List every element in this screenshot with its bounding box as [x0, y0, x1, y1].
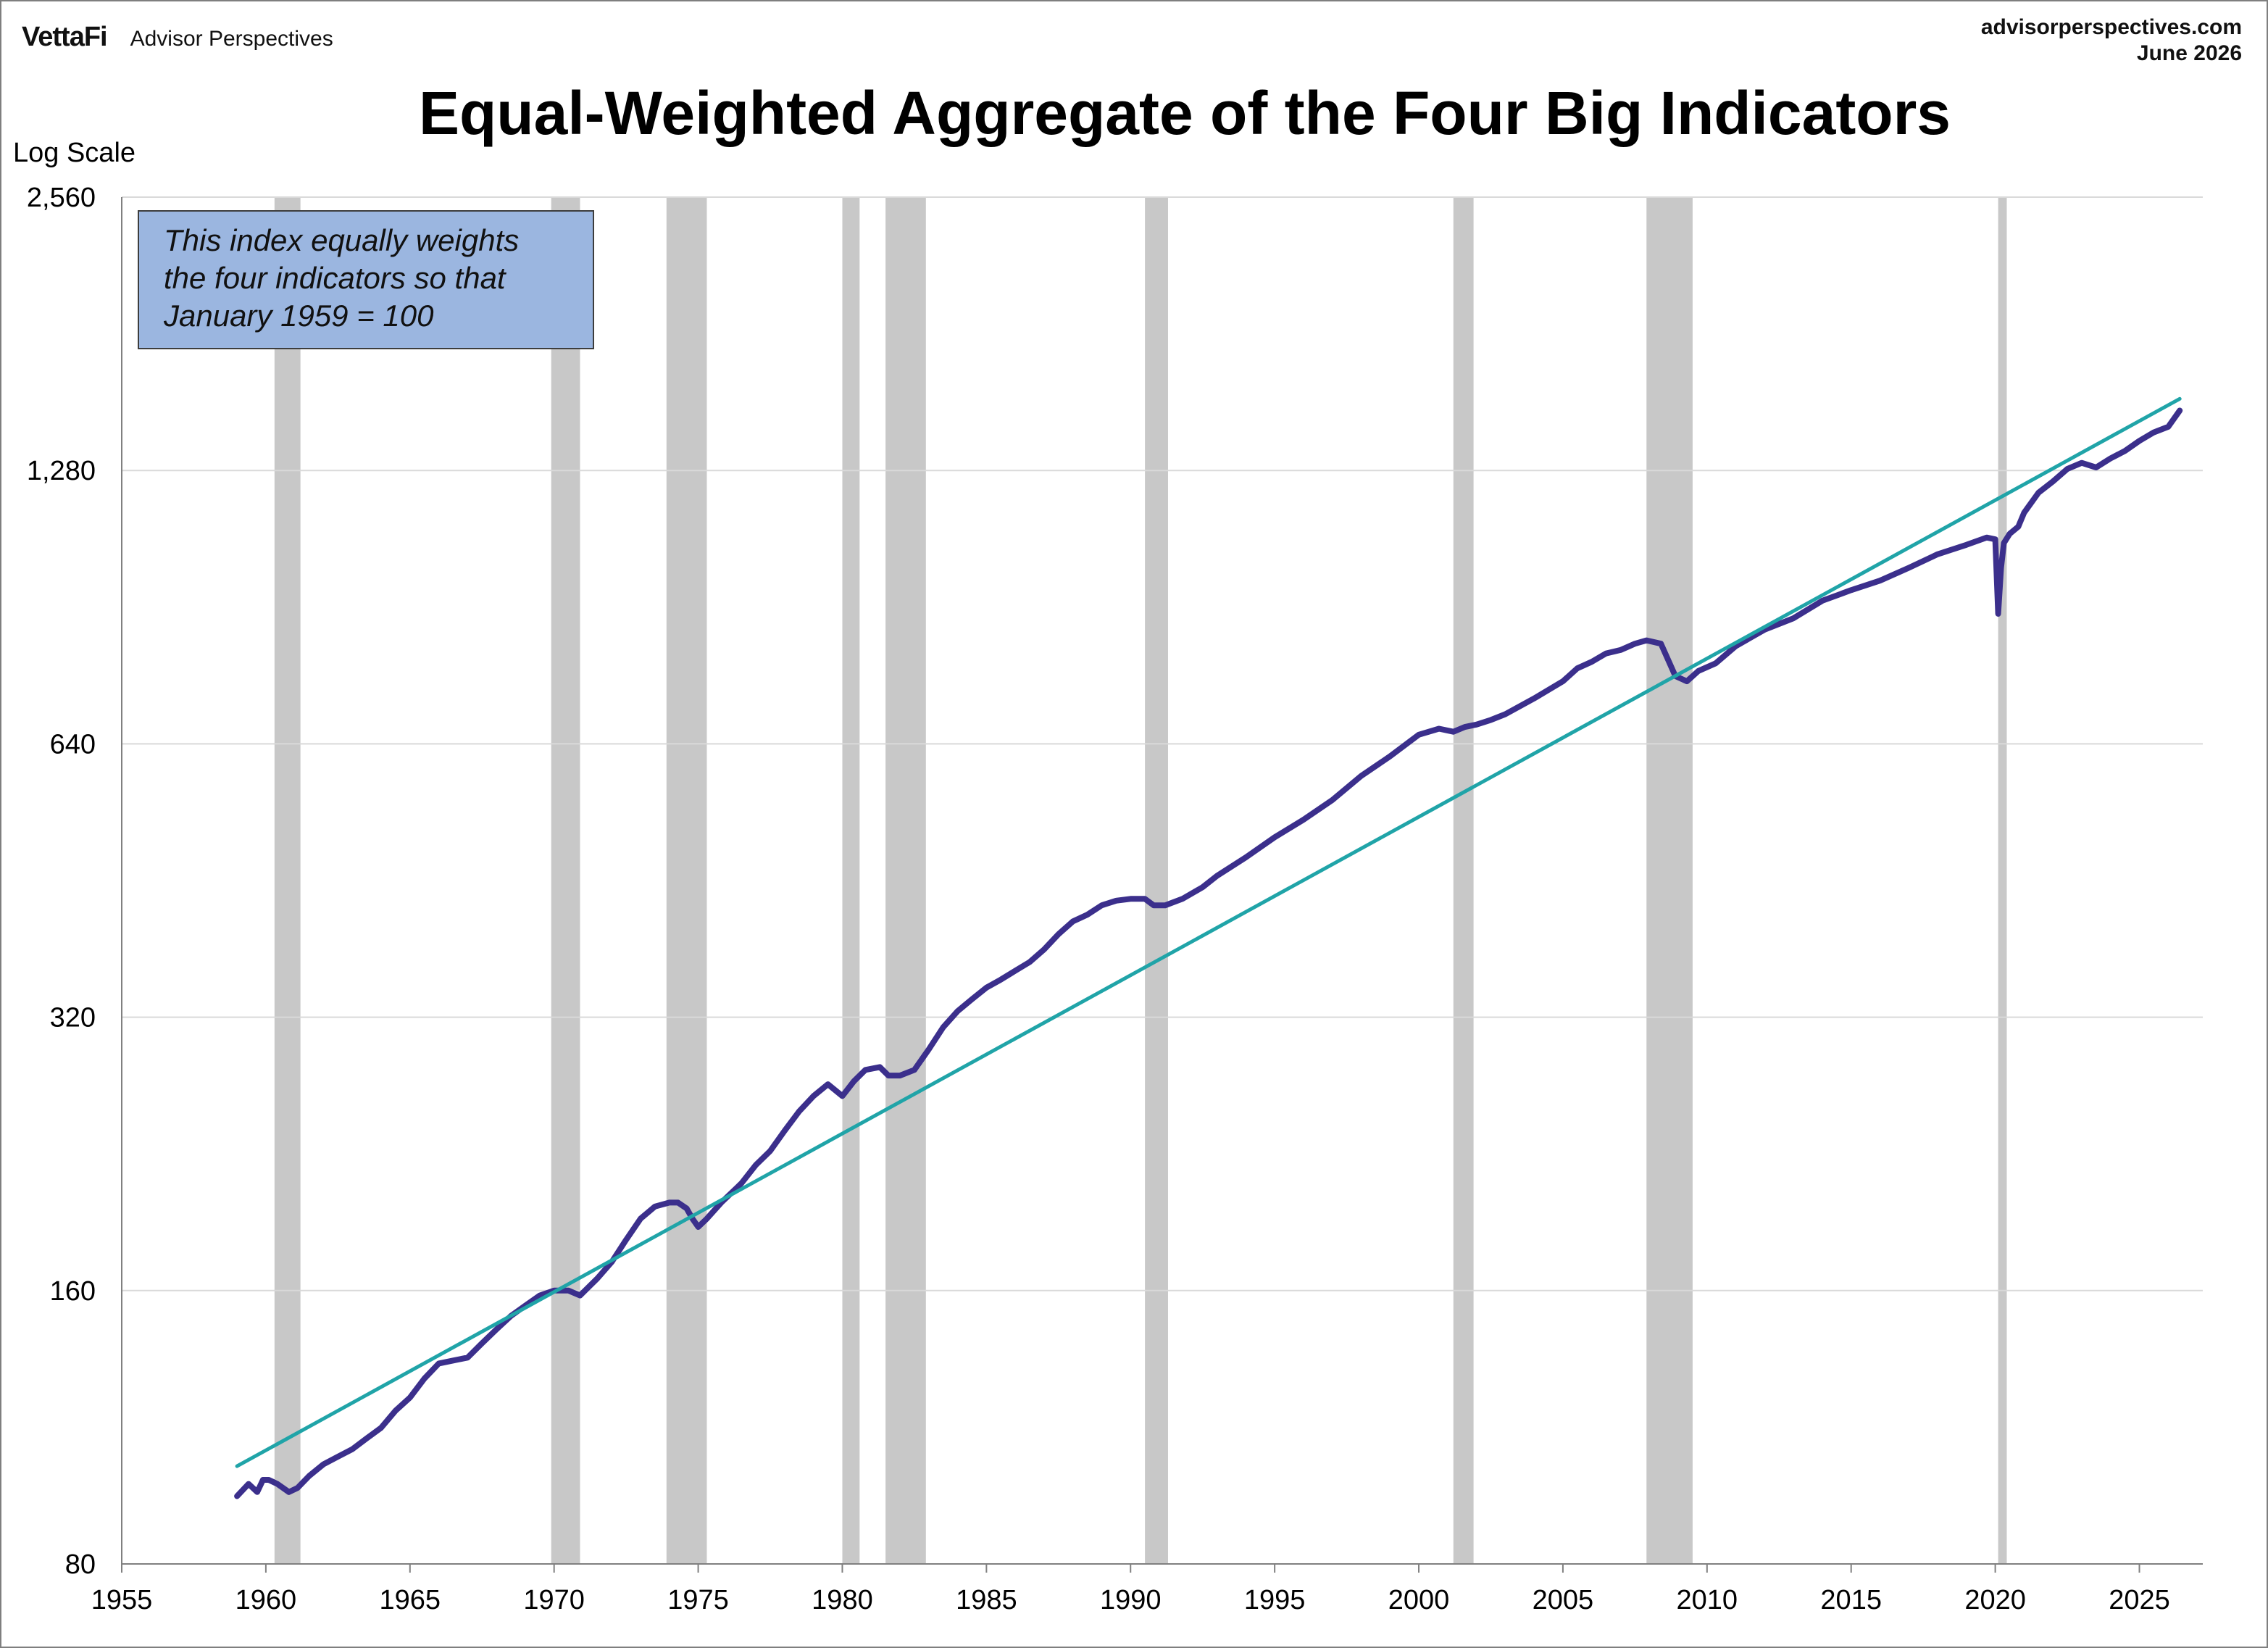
recession-band	[1998, 197, 2007, 1564]
x-tick-label: 1955	[91, 1585, 153, 1615]
x-tick-label: 2005	[1533, 1585, 1594, 1615]
recession-band	[1453, 197, 1474, 1564]
y-tick-label: 320	[50, 1003, 96, 1033]
recession-band	[1145, 197, 1168, 1564]
brand: VettaFi Advisor Perspectives	[22, 22, 333, 53]
x-tick-label: 1985	[956, 1585, 1017, 1615]
chart-title: Equal-Weighted Aggregate of the Four Big…	[418, 79, 1951, 147]
x-tick-label: 1975	[667, 1585, 729, 1615]
recession-band	[1646, 197, 1693, 1564]
y-tick-label: 80	[65, 1549, 96, 1580]
y-tick-label: 640	[50, 729, 96, 760]
trend-line	[235, 396, 2182, 1468]
publish-date: June 2026	[2136, 41, 2242, 65]
recession-band	[274, 197, 301, 1564]
x-tick-label: 2015	[1820, 1585, 1882, 1615]
recession-band	[666, 197, 707, 1564]
x-tick-label: 1965	[380, 1585, 441, 1615]
x-tick-label: 2025	[2109, 1585, 2170, 1615]
site-url: advisorperspectives.com	[1980, 15, 2242, 39]
x-tick-label: 1990	[1100, 1585, 1162, 1615]
recession-band	[842, 197, 860, 1564]
recession-band	[551, 197, 580, 1564]
index-line	[234, 407, 2183, 1499]
log-scale-label: Log Scale	[13, 138, 136, 168]
y-tick-label: 1,280	[27, 456, 96, 486]
x-tick-label: 1995	[1244, 1585, 1306, 1615]
recession-band	[885, 197, 926, 1564]
y-tick-label: 160	[50, 1276, 96, 1307]
x-tick-label: 1980	[812, 1585, 873, 1615]
company-name: Advisor Perspectives	[130, 27, 333, 51]
x-tick-label: 1960	[235, 1585, 297, 1615]
x-tick-label: 2020	[1964, 1585, 2026, 1615]
x-tick-label: 2010	[1677, 1585, 1738, 1615]
y-tick-label: 2,560	[27, 183, 96, 213]
vettafi-logo: VettaFi	[22, 22, 108, 52]
x-tick-label: 1970	[523, 1585, 585, 1615]
site-info: advisorperspectives.com June 2026	[1981, 14, 2242, 67]
x-tick-label: 2000	[1388, 1585, 1450, 1615]
annotation-box: This index equally weights the four indi…	[138, 210, 594, 349]
